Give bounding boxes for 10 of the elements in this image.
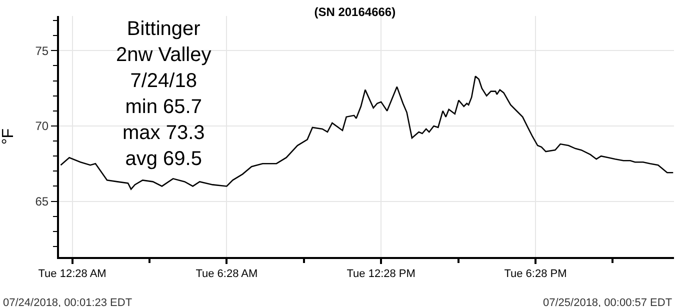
annotation: Bittinger 2nw Valley 7/24/18 min 65.7 max 73.3 avg 69.5 xyxy=(116,18,212,170)
y-tick-label: 70 xyxy=(35,119,49,134)
x-tick-label: Tue 12:28 PM xyxy=(346,268,416,280)
y-axis-title: °F xyxy=(0,128,17,145)
x-tick-label: Tue 12:28 AM xyxy=(38,268,106,280)
y-tick-label: 65 xyxy=(35,194,49,208)
chart-title: (SN 20164666) xyxy=(314,5,396,20)
x-tick-label: Tue 6:28 AM xyxy=(196,268,258,280)
x-tick-label: Tue 6:28 PM xyxy=(504,268,567,280)
y-tick-label: 75 xyxy=(35,44,49,58)
